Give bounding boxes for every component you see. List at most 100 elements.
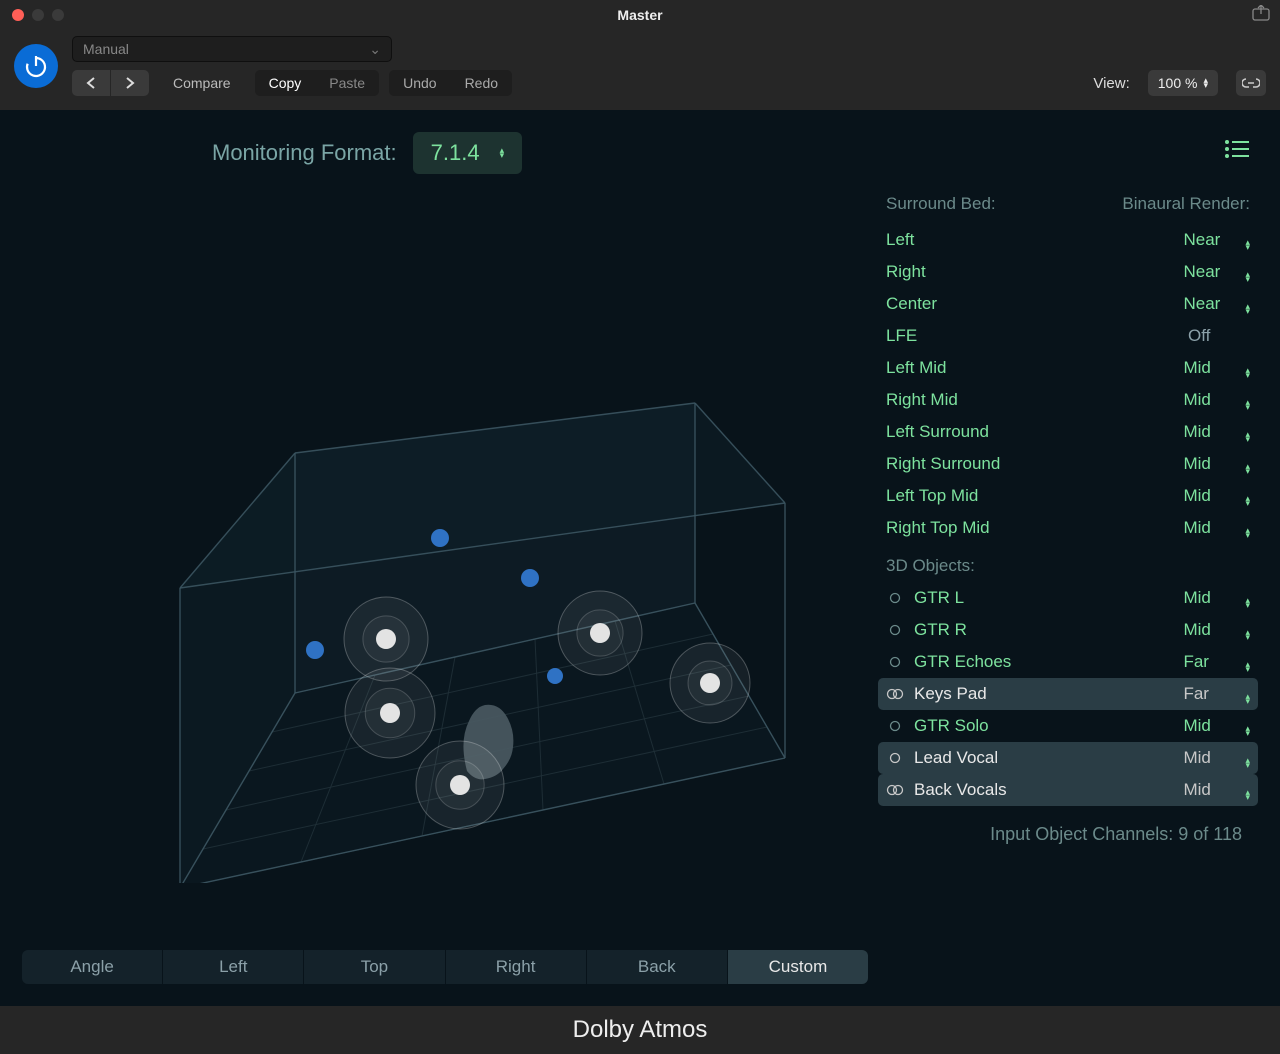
view-tab-angle[interactable]: Angle: [22, 950, 162, 984]
plugin-name-bar: Dolby Atmos: [0, 1006, 1280, 1054]
paste-button[interactable]: Paste: [315, 70, 379, 96]
monitoring-format-label: Monitoring Format:: [212, 140, 397, 166]
titlebar: Master: [0, 0, 1280, 30]
object-ring-icon: [886, 653, 904, 671]
stepper-icon[interactable]: ▴▾: [1245, 422, 1250, 442]
bed-name: Right Top Mid: [886, 518, 1183, 538]
bed-value: Off: [1188, 326, 1244, 346]
view-tab-back[interactable]: Back: [587, 950, 727, 984]
bed-value: Near: [1183, 262, 1239, 282]
object-row[interactable]: Back VocalsMid ▴▾: [878, 774, 1258, 806]
stepper-icon[interactable]: ▴▾: [1245, 454, 1250, 474]
bed-row[interactable]: Right MidMid ▴▾: [878, 384, 1258, 416]
monitoring-format-select[interactable]: 7.1.4 ▴▾: [413, 132, 522, 174]
bed-row[interactable]: Left MidMid▴▾: [878, 352, 1258, 384]
stepper-icon[interactable]: ▴▾: [1245, 486, 1250, 506]
bed-value: Mid: [1183, 390, 1239, 410]
maximize-window-button[interactable]: [52, 9, 64, 21]
view-tab-left[interactable]: Left: [163, 950, 303, 984]
bed-row[interactable]: LFEOff: [878, 320, 1258, 352]
share-icon[interactable]: [1252, 5, 1270, 26]
power-button[interactable]: [14, 44, 58, 88]
stepper-icon[interactable]: ▴▾: [1245, 294, 1250, 314]
object-name: Lead Vocal: [914, 748, 1183, 768]
bed-name: Left: [886, 230, 1183, 250]
view-zoom-value: 100 %: [1158, 75, 1198, 91]
next-preset-button[interactable]: [111, 70, 149, 96]
view-tab-right[interactable]: Right: [446, 950, 586, 984]
view-tab-custom[interactable]: Custom: [728, 950, 868, 984]
stepper-icon[interactable]: ▴▾: [1245, 684, 1250, 704]
object-row[interactable]: GTR EchoesFar ▴▾: [878, 646, 1258, 678]
stepper-icon[interactable]: ▴▾: [1245, 390, 1250, 410]
view-tab-top[interactable]: Top: [304, 950, 444, 984]
bed-name: Right: [886, 262, 1183, 282]
input-channels-info: Input Object Channels: 9 of 118: [878, 806, 1258, 845]
stepper-icon[interactable]: ▴▾: [1245, 518, 1250, 538]
preset-select[interactable]: Manual ⌄: [72, 36, 392, 62]
bed-row[interactable]: RightNear ▴▾: [878, 256, 1258, 288]
stepper-icon[interactable]: ▴▾: [1245, 230, 1250, 250]
copy-button[interactable]: Copy: [255, 70, 316, 96]
object-name: Keys Pad: [914, 684, 1183, 704]
undo-button[interactable]: Undo: [389, 70, 450, 96]
stepper-icon[interactable]: ▴▾: [1245, 652, 1250, 672]
bed-value: Near: [1183, 230, 1239, 250]
stepper-icon: ▴▾: [1203, 78, 1208, 88]
objects-header: 3D Objects:: [878, 544, 1258, 582]
stepper-icon[interactable]: ▴▾: [1245, 620, 1250, 640]
stepper-icon[interactable]: ▴▾: [1245, 358, 1250, 378]
bed-name: Left Top Mid: [886, 486, 1183, 506]
bed-name: Center: [886, 294, 1183, 314]
toolbar: Manual ⌄ Compare Copy Paste: [0, 30, 1280, 110]
preset-value: Manual: [83, 41, 129, 57]
bed-row[interactable]: Left Top MidMid▴▾: [878, 480, 1258, 512]
object-ring-icon: [886, 749, 904, 767]
stepper-icon: ▴▾: [500, 148, 505, 158]
bed-name: Right Mid: [886, 390, 1183, 410]
object-value: Far: [1183, 684, 1239, 704]
minimize-window-button[interactable]: [32, 9, 44, 21]
bed-row[interactable]: Left SurroundMid ▴▾: [878, 416, 1258, 448]
object-row[interactable]: GTR RMid▴▾: [878, 614, 1258, 646]
object-name: GTR Echoes: [914, 652, 1183, 672]
object-name: Back Vocals: [914, 780, 1183, 800]
object-ring-icon: [886, 685, 904, 703]
object-row[interactable]: Lead VocalMid ▴▾: [878, 742, 1258, 774]
stepper-icon[interactable]: ▴▾: [1245, 716, 1250, 736]
stepper-icon[interactable]: ▴▾: [1245, 748, 1250, 768]
stepper-icon[interactable]: ▴▾: [1245, 780, 1250, 800]
bed-row[interactable]: CenterNear▴▾: [878, 288, 1258, 320]
bed-row[interactable]: Right SurroundMid▴▾: [878, 448, 1258, 480]
bed-name: Right Surround: [886, 454, 1183, 474]
compare-button[interactable]: Compare: [159, 70, 245, 96]
window-title: Master: [0, 7, 1280, 23]
object-value: Mid: [1183, 620, 1239, 640]
bed-row[interactable]: Right Top MidMid▴▾: [878, 512, 1258, 544]
object-value: Far: [1183, 652, 1239, 672]
binaural-render-header: Binaural Render:: [1122, 194, 1250, 214]
bed-name: Left Surround: [886, 422, 1183, 442]
list-toggle-icon[interactable]: [1224, 138, 1250, 165]
stepper-icon[interactable]: ▴▾: [1245, 262, 1250, 282]
bed-row[interactable]: LeftNear ▴▾: [878, 224, 1258, 256]
link-button[interactable]: [1236, 70, 1266, 96]
object-row[interactable]: GTR SoloMid▴▾: [878, 710, 1258, 742]
object-row[interactable]: GTR LMid▴▾: [878, 582, 1258, 614]
view-zoom-select[interactable]: 100 % ▴▾: [1148, 70, 1218, 96]
stepper-icon[interactable]: ▴▾: [1245, 588, 1250, 608]
object-value: Mid: [1183, 780, 1239, 800]
redo-button[interactable]: Redo: [451, 70, 512, 96]
view-tabs: AngleLeftTopRightBackCustom: [22, 950, 868, 984]
side-panel: Surround Bed: Binaural Render: LeftNear ▴…: [878, 184, 1258, 984]
surround-bed-header: Surround Bed:: [886, 194, 1122, 214]
object-value: Mid: [1183, 748, 1239, 768]
object-row[interactable]: Keys PadFar ▴▾: [878, 678, 1258, 710]
spatial-3d-view[interactable]: [22, 184, 868, 942]
bed-value: Mid: [1183, 358, 1239, 378]
view-label: View:: [1093, 75, 1129, 92]
close-window-button[interactable]: [12, 9, 24, 21]
prev-preset-button[interactable]: [72, 70, 110, 96]
bed-value: Mid: [1183, 422, 1239, 442]
object-ring-icon: [886, 781, 904, 799]
